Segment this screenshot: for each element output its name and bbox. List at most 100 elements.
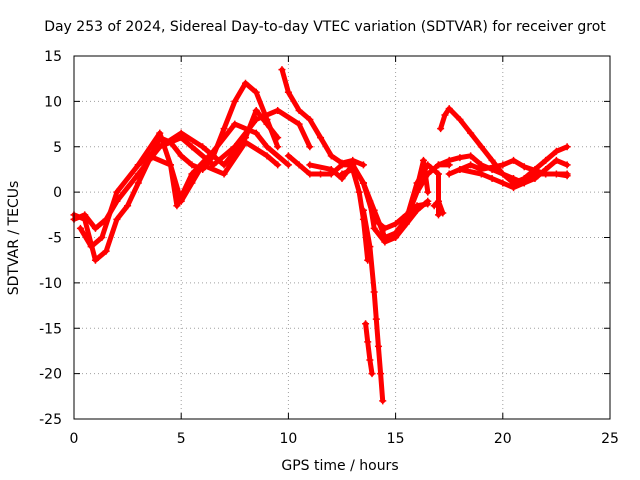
data-point bbox=[156, 143, 164, 151]
x-tick-label: 0 bbox=[70, 431, 79, 447]
data-point bbox=[252, 116, 260, 124]
data-series bbox=[70, 66, 571, 405]
ticks: 0 5 10 15 20 25 15 10 5 0 -5 -10 -15 -20 -25 bbox=[39, 49, 619, 447]
data-point bbox=[252, 106, 260, 114]
data-point bbox=[173, 202, 181, 210]
data-point bbox=[372, 315, 380, 323]
y-tick-label: 5 bbox=[53, 140, 62, 156]
data-point bbox=[488, 156, 496, 164]
data-point bbox=[98, 234, 106, 241]
data-point bbox=[134, 161, 142, 169]
data-point bbox=[392, 229, 400, 237]
data-point bbox=[209, 161, 217, 169]
data-point bbox=[374, 342, 382, 350]
data-point bbox=[402, 215, 410, 223]
data-point bbox=[284, 152, 292, 160]
data-point bbox=[366, 243, 374, 251]
data-point bbox=[274, 143, 282, 151]
data-point bbox=[242, 138, 250, 146]
data-point bbox=[510, 184, 518, 192]
data-point bbox=[413, 184, 421, 192]
data-point bbox=[295, 106, 303, 114]
data-point bbox=[520, 163, 528, 171]
data-point bbox=[370, 224, 378, 232]
data-point bbox=[306, 170, 314, 178]
data-point bbox=[263, 152, 271, 160]
data-point bbox=[87, 243, 95, 251]
y-tick-label: -20 bbox=[39, 367, 62, 383]
data-point bbox=[477, 165, 485, 173]
data-point bbox=[231, 143, 239, 151]
data-point bbox=[188, 143, 196, 151]
data-point bbox=[188, 170, 196, 178]
x-tick-label: 5 bbox=[177, 431, 186, 447]
data-point bbox=[199, 143, 207, 151]
data-point bbox=[252, 129, 260, 137]
data-point bbox=[284, 88, 292, 96]
data-point bbox=[381, 224, 389, 232]
data-point bbox=[76, 224, 84, 232]
data-point bbox=[437, 125, 445, 133]
data-point bbox=[166, 161, 174, 169]
data-point bbox=[359, 179, 367, 187]
data-point bbox=[430, 202, 438, 210]
series-track-4 bbox=[135, 107, 313, 168]
data-point bbox=[552, 147, 560, 155]
y-axis-label: SDTVAR / TECUs bbox=[6, 181, 22, 296]
data-point bbox=[434, 161, 442, 169]
data-point bbox=[274, 106, 282, 114]
data-point bbox=[499, 161, 507, 169]
series-track-1 bbox=[71, 80, 281, 263]
data-point bbox=[134, 179, 142, 187]
x-tick-label: 20 bbox=[494, 431, 512, 447]
data-point bbox=[274, 134, 282, 142]
data-point bbox=[368, 370, 376, 378]
data-point bbox=[338, 170, 346, 178]
data-point bbox=[231, 120, 239, 128]
data-point bbox=[145, 152, 153, 160]
data-point bbox=[242, 79, 250, 87]
x-tick-label: 25 bbox=[601, 431, 619, 447]
data-point bbox=[338, 161, 346, 169]
x-axis-label: GPS time / hours bbox=[281, 458, 398, 474]
data-point bbox=[445, 105, 453, 113]
data-point bbox=[364, 338, 372, 346]
data-point bbox=[306, 116, 314, 124]
data-point bbox=[419, 156, 427, 164]
data-point bbox=[252, 88, 260, 96]
chart-title: Day 253 of 2024, Sidereal Day-to-day VTE… bbox=[44, 19, 606, 35]
data-point bbox=[317, 134, 325, 142]
data-point bbox=[563, 161, 571, 169]
data-point bbox=[306, 161, 314, 169]
data-point bbox=[327, 152, 335, 160]
data-point bbox=[209, 147, 217, 155]
data-point bbox=[188, 161, 196, 169]
data-point bbox=[563, 143, 571, 151]
data-point bbox=[278, 66, 286, 74]
data-point bbox=[445, 170, 453, 178]
data-point bbox=[81, 211, 89, 219]
data-point bbox=[91, 256, 99, 264]
y-tick-label: 15 bbox=[44, 49, 62, 65]
data-point bbox=[263, 120, 271, 128]
y-tick-label: -5 bbox=[48, 231, 62, 247]
data-point bbox=[392, 220, 400, 228]
data-point bbox=[274, 161, 282, 169]
data-point bbox=[113, 188, 121, 196]
data-point bbox=[113, 215, 121, 223]
data-point bbox=[349, 165, 357, 173]
data-point bbox=[366, 356, 374, 364]
data-point bbox=[220, 125, 228, 133]
data-point bbox=[520, 179, 528, 187]
data-point bbox=[456, 116, 464, 124]
x-tick-label: 10 bbox=[279, 431, 297, 447]
data-point bbox=[510, 175, 518, 183]
y-tick-label: -25 bbox=[39, 412, 62, 428]
data-point bbox=[434, 170, 442, 178]
data-point bbox=[467, 152, 475, 160]
data-point bbox=[91, 224, 99, 232]
x-tick-label: 15 bbox=[387, 431, 405, 447]
y-tick-label: 0 bbox=[53, 185, 62, 201]
data-point bbox=[177, 152, 185, 160]
